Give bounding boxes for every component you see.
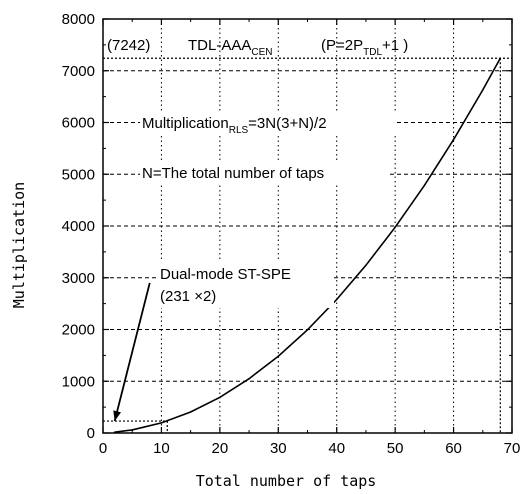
- x-tick-label: 60: [445, 440, 462, 457]
- series-point: [335, 298, 338, 301]
- series-point: [160, 422, 163, 424]
- y-tick-label: 2000: [62, 322, 95, 339]
- arrow-head: [113, 410, 122, 422]
- y-tick-label: 0: [87, 425, 95, 442]
- x-tick-label: 50: [387, 440, 404, 457]
- formula-label-background: [140, 111, 396, 135]
- x-tick-label: 0: [99, 440, 107, 457]
- n-definition-label: N=The total number of taps: [142, 165, 324, 182]
- y-tick-label: 8000: [62, 11, 95, 28]
- axis-ticks: [102, 18, 513, 434]
- y-tick-label: 1000: [62, 373, 95, 390]
- series-point: [306, 329, 309, 331]
- series-point: [423, 184, 426, 187]
- x-tick-label: 20: [212, 440, 229, 457]
- y-tick-label: 5000: [62, 166, 95, 183]
- x-axis-title: Total number of taps: [196, 472, 377, 490]
- formula-label: MultiplicationRLS=3N(3+N)/2: [142, 115, 327, 136]
- dual-mode-label-line2: (231 ×2): [160, 288, 216, 305]
- dual-mode-arrow: [113, 282, 151, 422]
- series-point: [189, 411, 192, 413]
- header-equation-label: (P=2PTDL+1 ): [321, 37, 408, 58]
- x-tick-labels: 0 10 20 30 40 50 60 70: [99, 440, 521, 457]
- n-definition-background: [140, 161, 388, 183]
- series-point: [248, 377, 250, 380]
- header-name-label: TDL-AAACEN: [188, 37, 272, 58]
- grid: [103, 19, 512, 433]
- series-point: [219, 396, 221, 399]
- dual-mode-label-background: [156, 262, 334, 308]
- x-tick-label: 70: [504, 440, 521, 457]
- series-point: [394, 226, 396, 229]
- y-tick-label: 6000: [62, 115, 95, 132]
- series-point: [277, 355, 280, 358]
- y-tick-labels: 0 1000 2000 3000 4000 5000 6000 7000 8000: [62, 11, 95, 442]
- y-axis-title: Multiplication: [10, 182, 28, 308]
- y-tick-label: 4000: [62, 218, 95, 235]
- reference-lines: [103, 57, 512, 433]
- dual-mode-label-line1: Dual-mode ST-SPE: [160, 266, 291, 283]
- series-point: [365, 264, 367, 267]
- x-tick-label: 30: [270, 440, 287, 457]
- arrow-shaft: [113, 282, 151, 422]
- x-tick-label: 10: [153, 440, 170, 457]
- y-tick-label: 7000: [62, 63, 95, 80]
- y-tick-label: 3000: [62, 270, 95, 287]
- series-point: [452, 138, 455, 141]
- header-value-label: (7242): [107, 37, 150, 54]
- x-tick-label: 40: [328, 440, 345, 457]
- series-point: [499, 57, 502, 59]
- series-point: [482, 89, 484, 91]
